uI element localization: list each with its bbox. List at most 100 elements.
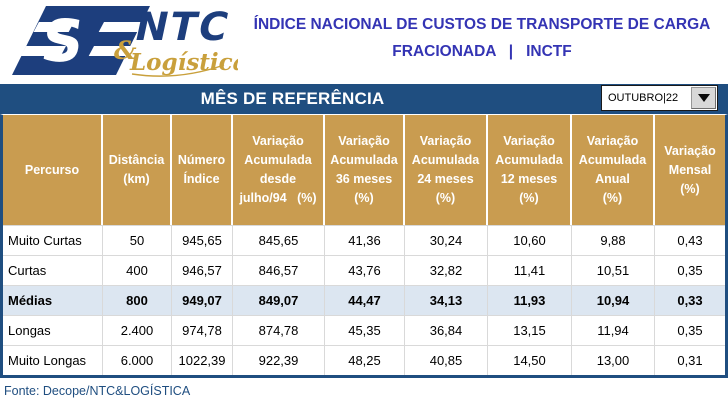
table-body: Muito Curtas 50 945,65 845,65 41,36 30,24 10,6… [3,225,725,375]
table-cell: 0,31 [655,345,725,375]
header-cell-line: (%) [680,181,700,196]
header-cell-line: Distância [108,153,165,167]
table-cell: 50 [103,225,172,255]
header-cell-line: 12 meses [500,172,558,186]
table-cell: 34,13 [405,285,488,315]
header-cell-line: Acumulada [578,153,647,167]
logo-stripe [98,22,149,32]
header-cell: Variação Acumulada Anual (%) [572,115,655,225]
table-cell: 10,60 [488,225,572,255]
reference-month-label: MÊS DE REFERÊNCIA [200,89,385,108]
header-cell-line: (%) [354,191,374,205]
logo-ntc-text: NTC [131,4,235,49]
header-cell: Variação Acumulada 12 meses (%) [488,115,572,225]
table-cell: 922,39 [233,345,325,375]
chevron-down-icon [697,94,710,102]
table-cell: 11,41 [488,255,572,285]
table-header-row: Percurso Distância (km) Número Índice Variaçã… [3,115,725,225]
header-cell-line: Variação [338,134,390,148]
ntc-logistica-logo: S NTC & Logística [12,4,238,77]
header-cell-line: Acumulada [244,153,312,167]
row-label-cell: Longas [3,315,103,345]
table-cell: 13,15 [488,315,572,345]
header-cell-line: Mensal [668,162,712,177]
table-row: Muito Longas 6.000 1022,39 922,39 48,25 40,85… [3,345,725,375]
report-header: S NTC & Logística ÍNDICE NACIONAL DE CUS… [0,0,728,84]
table-cell: 10,94 [572,285,655,315]
table-cell: 36,84 [405,315,488,345]
row-label-cell: Muito Longas [3,345,103,375]
header-cell-line: (%) [602,191,623,205]
page-title: ÍNDICE NACIONAL DE CUSTOS DE TRANSPORTE … [238,11,726,65]
month-selector-value: OUTUBRO|22 [608,92,679,104]
table-cell: 6.000 [103,345,172,375]
source-note: Fonte: Decope/NTC&LOGÍSTICA [4,384,191,398]
table-cell: 1022,39 [172,345,233,375]
table-cell: 13,00 [572,345,655,375]
header-cell-line: julho/94 (%) [239,191,317,205]
table-cell: 949,07 [172,285,233,315]
header-cell: Variação Acumulada 36 meses (%) [325,115,405,225]
header-cell-line: Anual [595,172,630,186]
logo-ampersand: & [114,36,137,65]
header-cell-line: Acumulada [411,153,480,167]
row-label-cell: Médias [3,285,103,315]
logo-stripe [88,46,136,56]
table-cell: 32,82 [405,255,488,285]
header-cell-line: (km) [123,172,150,186]
header-cell-line: (%) [519,191,539,205]
header-cell: Distância (km) [103,115,172,225]
header-cell-line: Número [177,153,226,167]
header-cell-line: 24 meses [417,172,474,186]
header-cell-line: (%) [435,191,456,205]
header-cell: Variação Acumulada desde julho/94 (%) [233,115,325,225]
table-cell: 874,78 [233,315,325,345]
header-cell-line: desde [259,172,297,186]
logo-stripe [33,22,74,32]
table-cell: 846,57 [233,255,325,285]
header-cell-line: 36 meses [335,172,393,186]
header-cell-line: Índice [183,172,220,186]
table-cell: 10,51 [572,255,655,285]
reference-month-bar: MÊS DE REFERÊNCIA OUTUBRO|22 [0,84,728,114]
logo-stripe [20,46,66,56]
inctf-table: Percurso Distância (km) Número Índice Variaçã… [0,114,728,378]
table-cell: 945,65 [172,225,233,255]
table-cell: 9,88 [572,225,655,255]
page-title-line1: ÍNDICE NACIONAL DE CUSTOS DE TRANSPORTE … [253,16,711,33]
table-cell: 800 [103,285,172,315]
row-label-cell: Curtas [3,255,103,285]
month-selector-dropdown-button[interactable] [691,87,716,109]
table-cell: 41,36 [325,225,405,255]
header-cell: Variação Mensal (%) [655,115,725,225]
table-cell: 845,65 [233,225,325,255]
table-cell: 11,93 [488,285,572,315]
table-row: Curtas 400 946,57 846,57 43,76 32,82 11,41 10,5… [3,255,725,285]
table-cell: 11,94 [572,315,655,345]
table-cell: 2.400 [103,315,172,345]
header-cell-line: Variação [419,134,472,148]
header-cell-line: Variação [252,134,304,148]
table-cell: 44,47 [325,285,405,315]
table-cell: 0,43 [655,225,725,255]
header-cell: Variação Acumulada 24 meses (%) [405,115,488,225]
logo-flourish [131,64,225,77]
table-row: Muito Curtas 50 945,65 845,65 41,36 30,24 10,6… [3,225,725,255]
table-row: Longas 2.400 974,78 874,78 45,35 36,84 13,15 11… [3,315,725,345]
header-cell-line: Percurso [24,162,80,177]
header-cell: Número Índice [172,115,233,225]
table-cell: 946,57 [172,255,233,285]
table-cell: 974,78 [172,315,233,345]
logo-s-glyph: S [37,7,88,75]
header-cell-line: Acumulada [495,153,563,167]
logo-logistica-text: Logística [129,49,238,76]
header-cell-line: Acumulada [330,153,398,167]
month-selector[interactable]: OUTUBRO|22 [601,85,718,111]
table-cell: 40,85 [405,345,488,375]
row-label-cell: Muito Curtas [3,225,103,255]
header-cell: Percurso [3,115,103,225]
table-cell: 43,76 [325,255,405,285]
table-cell: 48,25 [325,345,405,375]
table-cell: 849,07 [233,285,325,315]
